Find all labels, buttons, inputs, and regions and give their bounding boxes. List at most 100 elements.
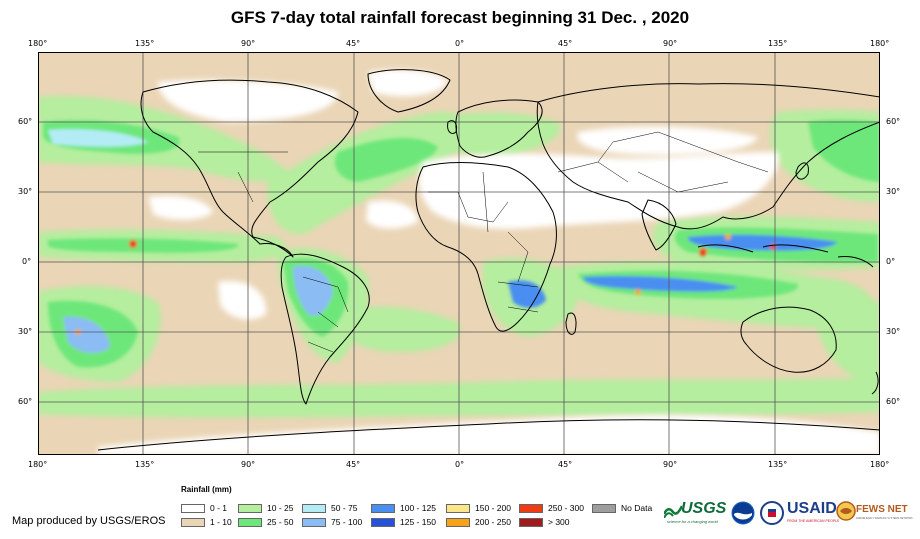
coast-uk	[447, 120, 457, 135]
legend-swatch	[519, 503, 543, 513]
legend-item: 25 - 50	[238, 517, 293, 527]
extreme-rain-spot	[129, 240, 137, 248]
dry-region-antarctica	[98, 415, 880, 455]
coast-europe	[455, 99, 543, 158]
dry-region-asia	[577, 126, 758, 155]
legend-item: 75 - 100	[302, 517, 362, 527]
lat-label-right: 30°	[886, 187, 901, 196]
very-heavy-rain-north-pacific	[48, 129, 148, 147]
extreme-rain-spot	[699, 248, 707, 256]
legend-item: 125 - 150	[371, 517, 436, 527]
legend-swatch	[238, 517, 262, 527]
lon-label-bottom: 45°	[346, 460, 361, 469]
legend-label: 100 - 125	[400, 503, 436, 513]
lat-label-left: 60°	[18, 117, 33, 126]
coast-africa	[415, 162, 557, 332]
coast-greenland	[367, 69, 451, 113]
coast-antarctica	[97, 419, 881, 451]
legend-label: 10 - 25	[267, 503, 294, 513]
usaid-seal-logo	[760, 501, 784, 525]
legend-label: 125 - 150	[400, 517, 436, 527]
lon-label-top: 0°	[455, 39, 465, 48]
lat-label-left: 30°	[18, 187, 33, 196]
legend-label: No Data	[621, 503, 653, 513]
lon-label-top: 135°	[768, 39, 788, 48]
coast-australia	[740, 306, 837, 373]
lon-label-top: 45°	[346, 39, 361, 48]
legend-item: 200 - 250	[446, 517, 511, 527]
very-heavy-rain-indian-ocean	[583, 276, 738, 292]
rainfall-map	[38, 52, 881, 455]
coast-south-america	[280, 253, 370, 405]
legend-label: 0 - 1	[210, 503, 228, 513]
usgs-wave-icon	[664, 505, 682, 518]
coast-new-zealand	[871, 371, 879, 395]
fewsnet-tagline: FAMINE EARLY WARNING SYSTEMS NETWORK	[856, 517, 913, 520]
usaid-seal-icon	[760, 501, 784, 525]
dry-region-atlantic	[366, 200, 418, 229]
producer-credit: Map produced by USGS/EROS	[12, 515, 166, 527]
legend-item: > 300	[519, 517, 570, 527]
coast-india	[641, 199, 677, 251]
lat-label-right: 30°	[886, 327, 901, 336]
legend-item: 0 - 1	[181, 503, 227, 513]
legend-label: 1 - 10	[210, 517, 232, 527]
extreme-rain-spot	[725, 234, 731, 240]
usgs-logo: USGS science for a changing world	[664, 500, 728, 528]
very-heavy-rain-amazon	[293, 265, 333, 316]
lat-label-right: 60°	[886, 117, 901, 126]
usgs-text: USGS	[681, 500, 727, 517]
legend-item: 150 - 200	[446, 503, 511, 513]
country-borders	[198, 131, 769, 353]
coastlines	[97, 69, 881, 451]
lon-label-top: 90°	[663, 39, 678, 48]
lon-label-top: 90°	[241, 39, 256, 48]
rain-band-europe	[418, 112, 560, 157]
legend-swatch	[519, 517, 543, 527]
lon-label-bottom: 135°	[768, 460, 788, 469]
legend-label: 200 - 250	[475, 517, 511, 527]
usaid-text: USAID	[787, 500, 837, 517]
legend-swatch	[371, 517, 395, 527]
legend-swatch	[181, 517, 205, 527]
noaa-seal-icon	[731, 501, 755, 525]
legend-swatch	[592, 503, 616, 513]
legend-title: Rainfall (mm)	[181, 485, 232, 494]
dry-region-east-pacific	[148, 195, 213, 220]
dry-region-north-africa-arabia	[419, 152, 779, 229]
lon-label-top: 180°	[28, 39, 48, 48]
usaid-logo: USAID FROM THE AMERICAN PEOPLE	[787, 499, 839, 527]
lon-label-bottom: 45°	[558, 460, 573, 469]
lat-label-left: 30°	[18, 327, 33, 336]
rain-band-australia-east	[818, 299, 880, 383]
legend-label: 50 - 75	[331, 503, 358, 513]
rainfall-map-svg	[38, 52, 881, 455]
lon-label-top: 135°	[135, 39, 155, 48]
lon-label-bottom: 0°	[455, 460, 465, 469]
legend-label: 150 - 200	[475, 503, 511, 513]
legend-item: 50 - 75	[302, 503, 357, 513]
legend-label: 250 - 300	[548, 503, 584, 513]
lon-label-bottom: 180°	[28, 460, 48, 469]
legend-label: > 300	[548, 517, 570, 527]
lon-label-bottom: 180°	[870, 460, 890, 469]
fewsnet-logo: FEWS NET FAMINE EARLY WARNING SYSTEMS NE…	[836, 499, 916, 527]
lon-label-top: 180°	[870, 39, 890, 48]
coast-north-america	[140, 79, 359, 258]
heavy-rain-west-pacific	[808, 119, 880, 182]
fewsnet-globe-icon	[836, 501, 856, 521]
lat-label-left: 0°	[22, 257, 32, 266]
legend-item: 1 - 10	[181, 517, 232, 527]
noaa-logo	[731, 501, 755, 525]
map-title: GFS 7-day total rainfall forecast beginn…	[230, 8, 690, 27]
dry-region-greenland	[368, 69, 448, 97]
legend-label: 25 - 50	[267, 517, 294, 527]
legend-swatch	[181, 503, 205, 513]
legend-item: 10 - 25	[238, 503, 293, 513]
legend-swatch	[446, 503, 470, 513]
dry-region-south-east-pacific	[218, 281, 267, 320]
rain-band-south-atlantic	[338, 306, 460, 352]
legend-swatch	[446, 517, 470, 527]
lon-label-bottom: 90°	[241, 460, 256, 469]
heavy-rain-north-atlantic	[334, 137, 438, 182]
